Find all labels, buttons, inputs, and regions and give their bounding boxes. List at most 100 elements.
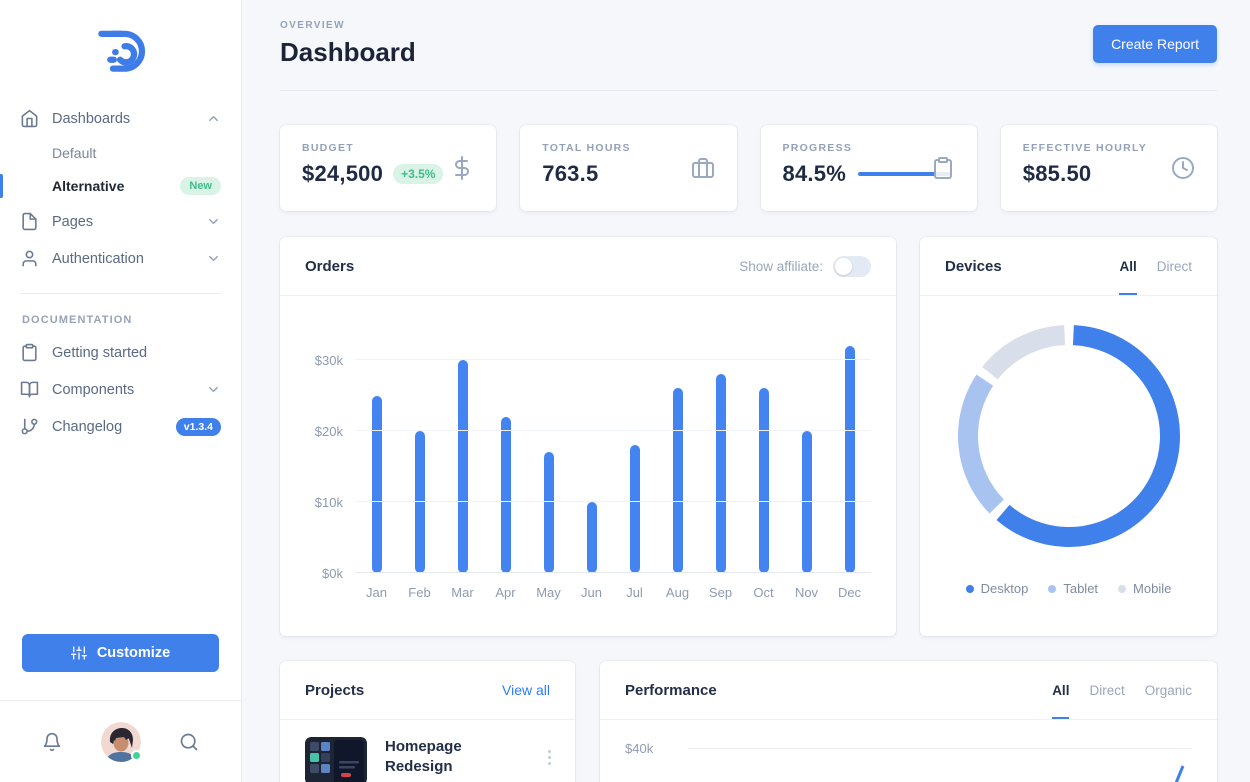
tab-all[interactable]: All: [1052, 682, 1070, 719]
stat-card-effective-hourly: EFFECTIVE HOURLY $85.50: [1000, 125, 1217, 211]
x-axis-label: Nov: [794, 585, 819, 600]
legend-item-mobile[interactable]: Mobile: [1118, 581, 1171, 596]
sidebar-item-default[interactable]: Default: [0, 137, 241, 169]
projects-card-header: Projects View all: [280, 661, 575, 720]
sidebar-item-changelog[interactable]: Changelog v1.3.4: [0, 408, 241, 445]
sidebar: Dashboards Default Alternative New Pages: [0, 0, 242, 782]
devices-card: Devices All Direct Desktop Tablet Mobile: [920, 237, 1217, 636]
stat-value: 84.5%: [782, 161, 846, 186]
bar-column: [441, 360, 484, 573]
gridline: [355, 501, 871, 502]
legend-label: Mobile: [1133, 581, 1172, 596]
kebab-menu-icon[interactable]: [548, 750, 552, 765]
sidebar-item-label: Pages: [52, 213, 94, 230]
order-bar: [457, 360, 468, 573]
order-bar: [801, 431, 812, 573]
home-icon: [21, 109, 38, 128]
y-axis-tick: $10k: [314, 495, 343, 510]
stat-label: PROGRESS: [782, 142, 853, 154]
orders-chart: $0k $10k $20k $30k Jan Feb Mar Apr May Jun Jul Aug…: [280, 296, 896, 600]
bar-column: [828, 345, 871, 573]
tab-direct[interactable]: Direct: [1156, 258, 1192, 274]
search-icon[interactable]: [179, 732, 199, 752]
x-axis-label: May: [536, 585, 561, 600]
orders-x-axis: Jan Feb Mar Apr May Jun Jul Aug Sep Oct Nov Dec: [355, 585, 871, 600]
stat-label: BUDGET: [302, 142, 354, 154]
book-open-icon: [20, 381, 39, 398]
sidebar-item-getting-started[interactable]: Getting started: [0, 334, 241, 371]
donut-segment-tablet: [957, 325, 1180, 547]
legend-dot: [1048, 584, 1057, 593]
git-branch-icon: [21, 418, 38, 435]
sidebar-item-label: Dashboards: [52, 110, 131, 127]
briefcase-icon: [691, 158, 714, 178]
tab-all[interactable]: All: [1119, 258, 1138, 295]
performance-tabs: All Direct Organic: [1052, 682, 1192, 719]
sidebar-item-label: Components: [52, 381, 135, 398]
sidebar-nav: Dashboards Default Alternative New Pages: [0, 100, 241, 277]
bar-column: [785, 431, 828, 573]
y-axis-tick: $20k: [314, 424, 343, 439]
gridline: [355, 572, 871, 573]
page-title: Dashboard: [280, 37, 416, 67]
clipboard-icon: [22, 343, 37, 362]
legend-label: Tablet: [1063, 581, 1099, 596]
sidebar-item-pages[interactable]: Pages: [0, 203, 241, 240]
x-axis-label: Apr: [495, 585, 516, 600]
chevron-down-icon: [209, 255, 218, 262]
devices-legend: Desktop Tablet Mobile: [920, 581, 1217, 596]
order-bar: [586, 502, 597, 573]
progress-bar: [857, 172, 950, 176]
donut-segment-mobile: [957, 325, 1180, 547]
toggle-knob: [835, 257, 852, 275]
stat-label: TOTAL HOURS: [542, 142, 631, 154]
sidebar-item-authentication[interactable]: Authentication: [0, 240, 241, 277]
clock-icon: [1172, 157, 1194, 179]
performance-chart: $40k: [600, 720, 1217, 782]
create-report-button[interactable]: Create Report: [1093, 25, 1217, 63]
bar-column: [484, 416, 527, 573]
tab-direct[interactable]: Direct: [1089, 682, 1125, 698]
bar-column: [355, 395, 398, 573]
affiliate-toggle[interactable]: [833, 255, 871, 277]
sidebar-item-dashboards[interactable]: Dashboards: [0, 100, 241, 137]
x-axis-label: Aug: [665, 585, 690, 600]
legend-item-desktop[interactable]: Desktop: [965, 581, 1029, 596]
x-axis-label: Jul: [626, 585, 643, 600]
performance-title: Performance: [625, 681, 717, 699]
sidebar-subitem-label: Alternative: [52, 178, 125, 194]
clipboard-icon: [933, 157, 952, 179]
customize-button[interactable]: Customize: [22, 634, 219, 672]
project-name: Homepage Redesign: [385, 738, 462, 775]
bar-column: [742, 388, 785, 573]
sidebar-item-label: Authentication: [52, 250, 144, 267]
x-axis-label: Sep: [708, 585, 733, 600]
legend-item-tablet[interactable]: Tablet: [1048, 581, 1098, 596]
chevron-down-icon: [209, 386, 218, 393]
avatar[interactable]: [100, 721, 142, 762]
stats-row: BUDGET $24,500 +3.5% TOTAL HOURS 763.5 P…: [280, 125, 1217, 211]
bar-column: [699, 374, 742, 573]
performance-gridline: [688, 748, 1192, 749]
devices-card-header: Devices All Direct: [920, 237, 1217, 296]
stat-card-progress: PROGRESS 84.5%: [760, 125, 977, 211]
order-bar: [543, 452, 554, 573]
view-all-link[interactable]: View all: [502, 682, 550, 698]
new-badge: New: [180, 177, 221, 195]
breadcrumb-eyebrow: OVERVIEW: [280, 20, 345, 31]
bell-icon[interactable]: [42, 732, 62, 752]
chevron-down-icon: [209, 218, 218, 225]
documentation-section-label: DOCUMENTATION: [22, 314, 133, 326]
affiliate-toggle-row: Show affiliate:: [739, 255, 871, 277]
active-indicator: [0, 174, 3, 198]
legend-label: Desktop: [980, 581, 1029, 596]
tab-organic[interactable]: Organic: [1144, 682, 1192, 698]
x-axis-label: Dec: [837, 585, 862, 600]
stat-delta-badge: +3.5%: [393, 164, 444, 184]
brand-logo[interactable]: [91, 24, 151, 74]
projects-card: Projects View all: [280, 661, 575, 782]
sidebar-item-alternative[interactable]: Alternative New: [0, 169, 241, 203]
project-list-item[interactable]: Homepage Redesign: [280, 720, 575, 782]
sidebar-item-components[interactable]: Components: [0, 371, 241, 408]
bar-column: [613, 445, 656, 573]
